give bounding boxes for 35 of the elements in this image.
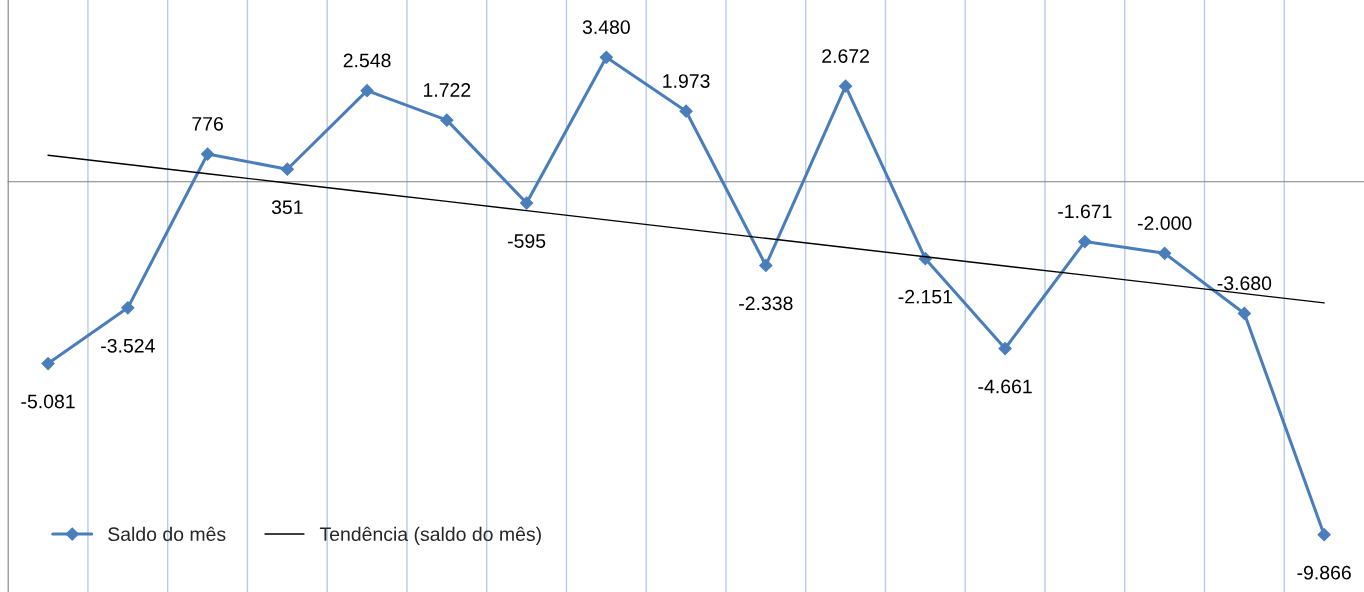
point bbox=[41, 356, 55, 371]
legend-label: Tendência (saldo do mês) bbox=[319, 526, 541, 545]
data-label: 1.973 bbox=[663, 74, 710, 88]
data-label: 3.480 bbox=[582, 20, 630, 34]
point bbox=[121, 301, 135, 315]
point bbox=[599, 50, 613, 64]
data-label: 351 bbox=[271, 200, 303, 215]
data-label: -2.151 bbox=[898, 289, 952, 304]
data-label: 2.548 bbox=[343, 53, 391, 68]
data-label: -9.866 bbox=[1297, 565, 1351, 580]
point bbox=[679, 104, 693, 118]
data-label: 1.722 bbox=[423, 83, 471, 97]
data-label: 776 bbox=[192, 116, 223, 131]
point bbox=[1078, 234, 1092, 249]
data-label: -3.680 bbox=[1217, 276, 1272, 291]
point bbox=[200, 147, 215, 161]
point bbox=[1317, 528, 1331, 542]
data-label: -3.524 bbox=[101, 338, 155, 353]
point bbox=[280, 162, 294, 176]
data-label: -2.000 bbox=[1137, 216, 1192, 231]
data-label: -595 bbox=[507, 234, 546, 248]
data-label: -4.661 bbox=[978, 379, 1032, 394]
legend-label: Saldo do mês bbox=[108, 526, 226, 542]
data-label: -1.671 bbox=[1058, 204, 1112, 219]
data-label: 2.672 bbox=[822, 49, 869, 63]
point bbox=[440, 113, 454, 127]
point bbox=[1158, 246, 1172, 260]
point bbox=[998, 341, 1012, 356]
point bbox=[360, 84, 374, 98]
point bbox=[1237, 306, 1251, 321]
point bbox=[759, 258, 773, 273]
data-label: -5.081 bbox=[21, 394, 75, 409]
data-label: -2.338 bbox=[739, 296, 793, 311]
point bbox=[839, 79, 853, 93]
point bbox=[519, 196, 534, 210]
